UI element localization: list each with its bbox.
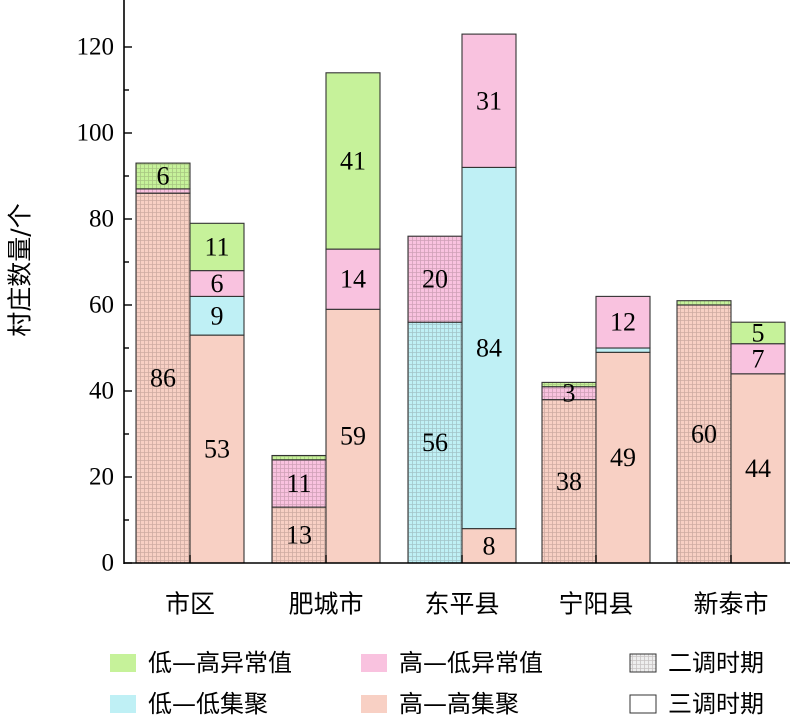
bar-segment-HH	[325, 308, 381, 564]
bar-segment-hatch	[408, 236, 462, 323]
data-label: 38	[556, 467, 582, 496]
bar-肥城市-三调时期	[325, 72, 381, 564]
bar-segment-HH	[461, 528, 517, 564]
bar-segment-LH	[325, 72, 381, 250]
bars-layer	[135, 33, 786, 564]
legend-swatch	[110, 654, 136, 672]
data-label: 86	[150, 364, 176, 393]
y-tick-label: 0	[102, 550, 115, 577]
y-tick-label: 60	[89, 292, 114, 319]
legend-item: 高—高集聚	[361, 690, 519, 718]
x-category-label: 新泰市	[693, 590, 768, 619]
data-label: 56	[422, 428, 448, 457]
legend-swatch	[361, 654, 387, 672]
data-label: 84	[476, 334, 502, 363]
data-label: 6	[157, 162, 170, 191]
bar-市区-三调时期	[189, 222, 245, 564]
bar-segment-hatch	[272, 507, 326, 563]
x-category-label: 东平县	[424, 590, 499, 619]
data-label: 5	[752, 318, 765, 347]
x-category-label: 市区	[165, 590, 215, 619]
bar-segment-hatch	[136, 193, 190, 563]
bar-segment-hatch	[136, 163, 190, 189]
bar-segment-HL	[461, 33, 517, 168]
legend-swatch	[629, 694, 657, 714]
data-label: 11	[204, 232, 229, 261]
legend-swatch-hatch	[629, 653, 657, 673]
y-tick-label: 20	[89, 464, 114, 491]
bar-segment-HH	[189, 334, 245, 564]
bar-segment-hatch	[542, 386, 596, 400]
data-label: 14	[340, 265, 366, 294]
axes-layer: 0 20 40 60 80 100 120 市区 肥城市 东平县 宁阳县 新泰市 村庄数量/个	[6, 0, 790, 619]
data-label: 20	[422, 265, 448, 294]
bar-segment-LL	[595, 347, 651, 353]
data-label: 9	[211, 301, 224, 330]
data-label: 3	[563, 379, 576, 408]
bar-segment-HL	[189, 270, 245, 297]
data-label: 8	[483, 531, 496, 560]
legend-swatch	[110, 695, 136, 713]
data-label: 12	[610, 308, 636, 337]
data-label: 44	[745, 454, 771, 483]
bar-segment-LL	[461, 166, 517, 530]
legend-item: 高—低异常值	[361, 649, 543, 677]
data-label: 11	[286, 469, 311, 498]
data-label: 13	[286, 521, 312, 550]
data-label: 31	[476, 86, 502, 115]
bar-segment-hatch	[272, 459, 326, 508]
bar-segment-hatch	[272, 455, 326, 460]
legend-label: 高—高集聚	[399, 690, 519, 718]
bar-segment-hatch	[136, 188, 190, 194]
legend-item: 低—低集聚	[110, 690, 268, 718]
y-tick-label: 80	[89, 206, 114, 233]
bar-segment-hatch	[408, 322, 462, 563]
bar-宁阳县-三调时期	[595, 295, 651, 564]
legend-item: 低—高异常值	[110, 649, 292, 677]
legend-label: 低—低集聚	[148, 690, 268, 718]
y-tick-label: 120	[77, 34, 115, 61]
bar-segment-hatch	[542, 399, 596, 563]
data-label: 59	[340, 422, 366, 451]
data-label: 49	[610, 443, 636, 472]
bar-segment-hatch	[677, 300, 731, 305]
data-label: 41	[340, 146, 366, 175]
bar-segment-HL	[325, 248, 381, 310]
y-tick-label: 100	[77, 120, 115, 147]
data-label: 53	[204, 435, 230, 464]
legend-item: 三调时期	[629, 690, 764, 718]
y-axis-title: 村庄数量/个	[6, 203, 35, 336]
segment-labels-layer: 86 6 53 9 6 11 13 11 59 14 41 56 20 8 84 31 38 3 49 12 60 44 7…	[150, 86, 771, 560]
bar-segment-LH	[189, 222, 245, 272]
bar-东平县-三调时期	[461, 33, 517, 564]
bar-市区-二调时期	[135, 162, 191, 564]
legend-label: 三调时期	[668, 690, 764, 718]
bar-segment-HL	[595, 295, 651, 349]
legend-label: 二调时期	[668, 649, 764, 677]
y-tick-label: 40	[89, 378, 114, 405]
data-label: 6	[211, 269, 224, 298]
x-category-label: 肥城市	[288, 590, 363, 619]
legend-label: 低—高异常值	[148, 649, 292, 677]
data-label: 60	[691, 420, 717, 449]
legend-swatch	[361, 695, 387, 713]
x-category-label: 宁阳县	[558, 590, 633, 619]
bar-segment-hatch	[542, 382, 596, 387]
bar-segment-HL	[730, 343, 786, 375]
bar-肥城市-二调时期	[271, 454, 327, 564]
legend-item: 二调时期	[629, 649, 764, 677]
bar-segment-hatch	[677, 305, 731, 563]
data-label: 7	[752, 344, 765, 373]
legend-label: 高—低异常值	[399, 649, 543, 677]
bar-segment-LH	[730, 321, 786, 345]
